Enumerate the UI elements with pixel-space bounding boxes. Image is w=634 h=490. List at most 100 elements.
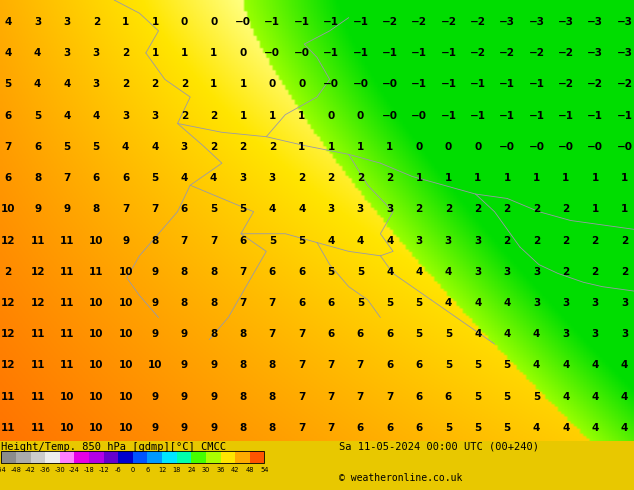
- Text: 3: 3: [562, 329, 569, 339]
- Text: 4: 4: [444, 267, 452, 277]
- Text: 4: 4: [34, 48, 41, 58]
- Text: −0: −0: [558, 142, 574, 152]
- Text: 9: 9: [152, 329, 158, 339]
- Text: −1: −1: [470, 111, 486, 121]
- Text: −2: −2: [411, 17, 427, 27]
- Text: 6: 6: [386, 329, 393, 339]
- Text: 7: 7: [327, 392, 335, 402]
- Text: 4: 4: [63, 79, 70, 90]
- Text: 6: 6: [415, 392, 423, 402]
- Text: 2: 2: [562, 236, 569, 245]
- Text: -24: -24: [69, 467, 80, 473]
- Text: 3: 3: [240, 173, 247, 183]
- Text: 3: 3: [93, 48, 100, 58]
- Text: 1: 1: [621, 173, 628, 183]
- Text: 5: 5: [269, 236, 276, 245]
- Text: 10: 10: [89, 236, 103, 245]
- Text: 3: 3: [592, 329, 598, 339]
- Text: 1: 1: [621, 204, 628, 214]
- Text: 4: 4: [93, 111, 100, 121]
- Text: −0: −0: [529, 142, 545, 152]
- Text: −2: −2: [558, 79, 574, 90]
- Text: 8: 8: [210, 329, 217, 339]
- Text: −0: −0: [587, 142, 603, 152]
- Text: 1: 1: [474, 173, 481, 183]
- Text: 4: 4: [415, 267, 423, 277]
- Text: 9: 9: [152, 298, 158, 308]
- Text: 1: 1: [357, 142, 364, 152]
- Text: 6: 6: [93, 173, 100, 183]
- Text: 6: 6: [269, 267, 276, 277]
- Text: 4: 4: [562, 423, 569, 433]
- Text: −0: −0: [294, 48, 309, 58]
- Text: −2: −2: [529, 48, 545, 58]
- Text: 2: 2: [181, 79, 188, 90]
- Text: 3: 3: [415, 236, 423, 245]
- Text: 0: 0: [474, 142, 481, 152]
- Text: −2: −2: [382, 17, 398, 27]
- Text: 5: 5: [445, 360, 452, 370]
- Text: 5: 5: [503, 392, 511, 402]
- Text: 5: 5: [474, 360, 481, 370]
- Text: 3: 3: [474, 267, 481, 277]
- Text: 8: 8: [269, 392, 276, 402]
- Text: 7: 7: [269, 329, 276, 339]
- Text: −1: −1: [411, 79, 427, 90]
- Text: −2: −2: [558, 48, 574, 58]
- Text: 1: 1: [210, 48, 217, 58]
- Text: 11: 11: [60, 360, 74, 370]
- Text: 3: 3: [122, 111, 129, 121]
- Text: 3: 3: [269, 173, 276, 183]
- Text: 6: 6: [298, 267, 306, 277]
- Text: 3: 3: [445, 236, 452, 245]
- Text: 8: 8: [269, 423, 276, 433]
- Text: 0: 0: [327, 111, 335, 121]
- Text: −3: −3: [558, 17, 574, 27]
- Text: 10: 10: [119, 329, 133, 339]
- Text: 0: 0: [357, 111, 364, 121]
- Text: 2: 2: [415, 204, 423, 214]
- Text: −1: −1: [499, 79, 515, 90]
- Text: 0: 0: [131, 467, 135, 473]
- Text: −0: −0: [264, 48, 280, 58]
- Text: 11: 11: [60, 298, 74, 308]
- Text: −1: −1: [587, 111, 603, 121]
- Text: 3: 3: [621, 329, 628, 339]
- Text: 8: 8: [240, 392, 247, 402]
- Text: 12: 12: [1, 298, 15, 308]
- Text: 6: 6: [415, 360, 423, 370]
- Text: 1: 1: [445, 173, 452, 183]
- Text: −0: −0: [382, 79, 398, 90]
- Text: 11: 11: [30, 392, 45, 402]
- Text: −3: −3: [616, 17, 633, 27]
- Text: 4: 4: [621, 392, 628, 402]
- Text: 1: 1: [210, 79, 217, 90]
- Text: -36: -36: [40, 467, 51, 473]
- Text: 9: 9: [122, 236, 129, 245]
- Text: 9: 9: [181, 392, 188, 402]
- Text: 7: 7: [357, 360, 364, 370]
- Text: 7: 7: [298, 329, 306, 339]
- Text: -48: -48: [10, 467, 22, 473]
- Text: −3: −3: [616, 48, 633, 58]
- Text: Height/Temp. 850 hPa [gdmp][°C] CMCC: Height/Temp. 850 hPa [gdmp][°C] CMCC: [1, 442, 226, 452]
- Text: 5: 5: [533, 392, 540, 402]
- Text: 10: 10: [119, 360, 133, 370]
- Text: −1: −1: [353, 17, 368, 27]
- Text: 1: 1: [240, 79, 247, 90]
- Text: 5: 5: [34, 111, 41, 121]
- Text: 2: 2: [152, 79, 158, 90]
- Text: -54: -54: [0, 467, 7, 473]
- Text: 1: 1: [269, 111, 276, 121]
- Text: 8: 8: [210, 298, 217, 308]
- Text: 8: 8: [240, 329, 247, 339]
- Text: -18: -18: [84, 467, 94, 473]
- Text: 1: 1: [415, 173, 423, 183]
- Text: 1: 1: [122, 17, 129, 27]
- Text: −1: −1: [470, 79, 486, 90]
- Text: −0: −0: [353, 79, 368, 90]
- Text: 5: 5: [503, 360, 511, 370]
- Text: 5: 5: [240, 204, 247, 214]
- Text: 2: 2: [269, 142, 276, 152]
- Text: 9: 9: [210, 360, 217, 370]
